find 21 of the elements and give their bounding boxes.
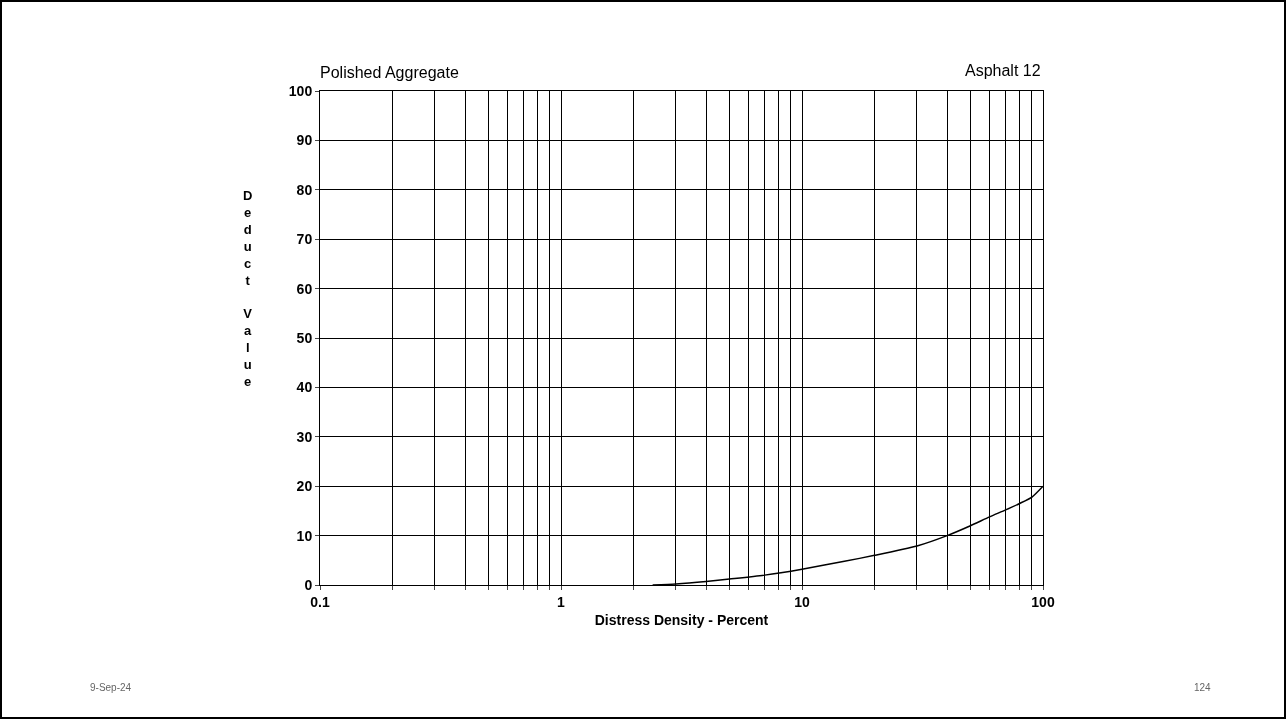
x-tick-label: 1	[557, 593, 566, 610]
y-tick-label: 0	[304, 576, 313, 593]
y-tick-label: 30	[296, 428, 313, 445]
text: Asphalt 12	[965, 62, 1041, 79]
x-axis-title: Distress Density - Percent	[594, 612, 769, 629]
y-tick-label: 80	[296, 181, 313, 198]
y-tick-label: 60	[296, 280, 313, 297]
text: Deduct Value	[243, 188, 253, 389]
y-tick-label: 10	[296, 527, 313, 544]
text: 9-Sep-24	[90, 682, 132, 693]
x-tick-label: 100	[1031, 593, 1055, 610]
y-tick-label: 50	[296, 329, 313, 346]
y-tick-label: 70	[296, 231, 313, 248]
y-tick-label: 90	[296, 132, 313, 149]
y-tick-label: 100	[288, 82, 313, 99]
x-tick-label: 10	[794, 593, 810, 610]
y-tick-label: 40	[296, 379, 313, 396]
x-tick-label: 0.1	[310, 593, 330, 610]
y-tick-label: 20	[296, 478, 313, 495]
chart-title: Polished Aggregate	[320, 63, 459, 81]
text: 124	[1194, 682, 1212, 693]
